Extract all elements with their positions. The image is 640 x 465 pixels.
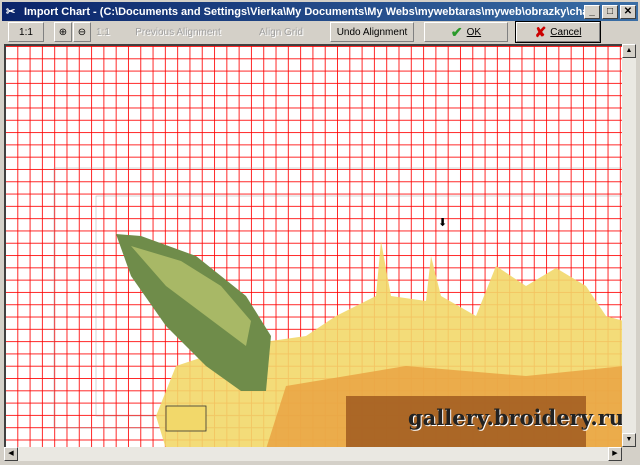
- window-title: Import Chart - (C:\Documents and Setting…: [24, 5, 584, 18]
- app-icon: ✂: [6, 6, 16, 18]
- scroll-right-button[interactable]: ▶: [608, 447, 622, 461]
- ok-label: OK: [466, 26, 482, 38]
- cancel-label: Cancel: [550, 26, 582, 38]
- zoom-out-button[interactable]: ⊖: [73, 22, 91, 42]
- maximize-button[interactable]: □: [602, 4, 618, 19]
- scroll-down-button[interactable]: ▼: [622, 433, 636, 447]
- scroll-up-button[interactable]: ▲: [622, 44, 636, 58]
- chart-image: ⬇: [53, 167, 622, 447]
- zoom-1-1-button[interactable]: 1:1: [8, 22, 44, 42]
- previous-alignment-button[interactable]: Previous Alignment: [130, 22, 226, 42]
- undo-alignment-button[interactable]: Undo Alignment: [330, 22, 414, 42]
- fit-button[interactable]: 1:1: [94, 22, 112, 42]
- ok-button[interactable]: ✔ OK: [424, 22, 508, 42]
- horizontal-scrollbar[interactable]: ◀ ▶: [4, 447, 622, 461]
- cancel-x-icon: ✘: [534, 23, 547, 40]
- align-grid-button[interactable]: Align Grid: [250, 22, 312, 42]
- minimize-button[interactable]: _: [584, 4, 600, 19]
- cursor-icon: ⬇: [438, 217, 447, 229]
- title-bar: ✂ Import Chart - (C:\Documents and Setti…: [2, 2, 638, 21]
- scroll-left-button[interactable]: ◀: [4, 447, 18, 461]
- toolbar: 1:1 ⊕ ⊖ 1:1 Previous Alignment Align Gri…: [2, 21, 638, 43]
- green-stitch-area: [116, 234, 271, 391]
- check-icon: ✔: [450, 23, 463, 40]
- zoom-in-button[interactable]: ⊕: [54, 22, 72, 42]
- zoom-in-icon: ⊕: [58, 26, 68, 38]
- resize-grip[interactable]: [622, 447, 636, 461]
- brown-stitch-area: [346, 396, 586, 447]
- vertical-scrollbar[interactable]: ▲ ▼: [622, 44, 636, 447]
- watermark: gallery.broidery.ru: [408, 405, 625, 430]
- light-green-stitch-area: [131, 246, 251, 346]
- zoom-out-icon: ⊖: [77, 26, 87, 38]
- cancel-button[interactable]: ✘ Cancel: [515, 21, 601, 43]
- close-button[interactable]: ✕: [620, 4, 636, 19]
- chart-canvas[interactable]: ⬇: [4, 44, 622, 447]
